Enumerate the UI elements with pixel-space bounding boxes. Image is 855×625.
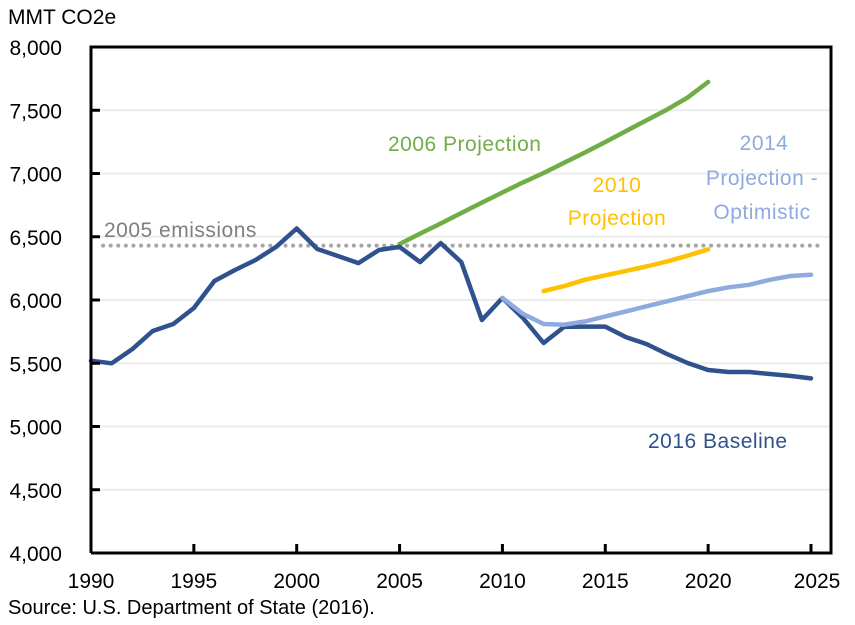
gridlines [91,109,831,491]
series-line-2014-projection-optimistic [500,272,814,327]
x-tick-label: 1995 [170,570,217,593]
y-tick-label: 5,500 [9,353,62,376]
annotation-2014-projection-line2: Projection - [706,167,818,190]
y-tick-label: 8,000 [9,37,62,60]
x-tick-label: 2020 [685,570,732,593]
x-tick-label: 2005 [376,570,423,593]
y-tick-label: 7,500 [9,100,62,123]
y-tick-label: 4,500 [9,480,62,503]
annotation-2005-emissions: 2005 emissions [104,219,257,242]
series-line-2016-baseline [88,226,814,381]
source-note: Source: U.S. Department of State (2016). [8,597,375,619]
y-axis-unit-label: MMT CO2e [8,6,116,29]
axes [89,45,833,555]
y-tick-label: 6,500 [9,227,62,250]
plot-frame [89,45,833,555]
series-lines [88,79,814,381]
series-line-2010-projection [541,247,711,294]
x-tick-labels: 1990 1995 2000 2005 2010 2015 2020 2025 [68,570,841,593]
x-tick-label: 1990 [68,570,115,593]
series-line-2006-projection [397,79,711,247]
annotation-2014-projection-line3: Optimistic [713,201,810,224]
y-tick-label: 4,000 [9,543,62,566]
y-tick-label: 7,000 [9,164,62,187]
y-tick-labels: 4,000 4,500 5,000 5,500 6,000 6,500 7,000 7,500… [9,37,62,566]
annotation-2010-projection-line1: 2010 [593,174,642,197]
x-tick-label: 2015 [582,570,629,593]
annotation-2016-baseline: 2016 Baseline [648,430,788,453]
x-tick-label: 2000 [273,570,320,593]
y-tick-label: 6,000 [9,290,62,313]
annotation-2006-projection: 2006 Projection [388,133,541,156]
x-tick-label: 2010 [479,570,526,593]
annotation-2014-projection-line1: 2014 [740,132,789,155]
annotation-2010-projection-line2: Projection [568,207,666,230]
x-tick-label: 2025 [794,570,841,593]
y-tick-label: 5,000 [9,417,62,440]
